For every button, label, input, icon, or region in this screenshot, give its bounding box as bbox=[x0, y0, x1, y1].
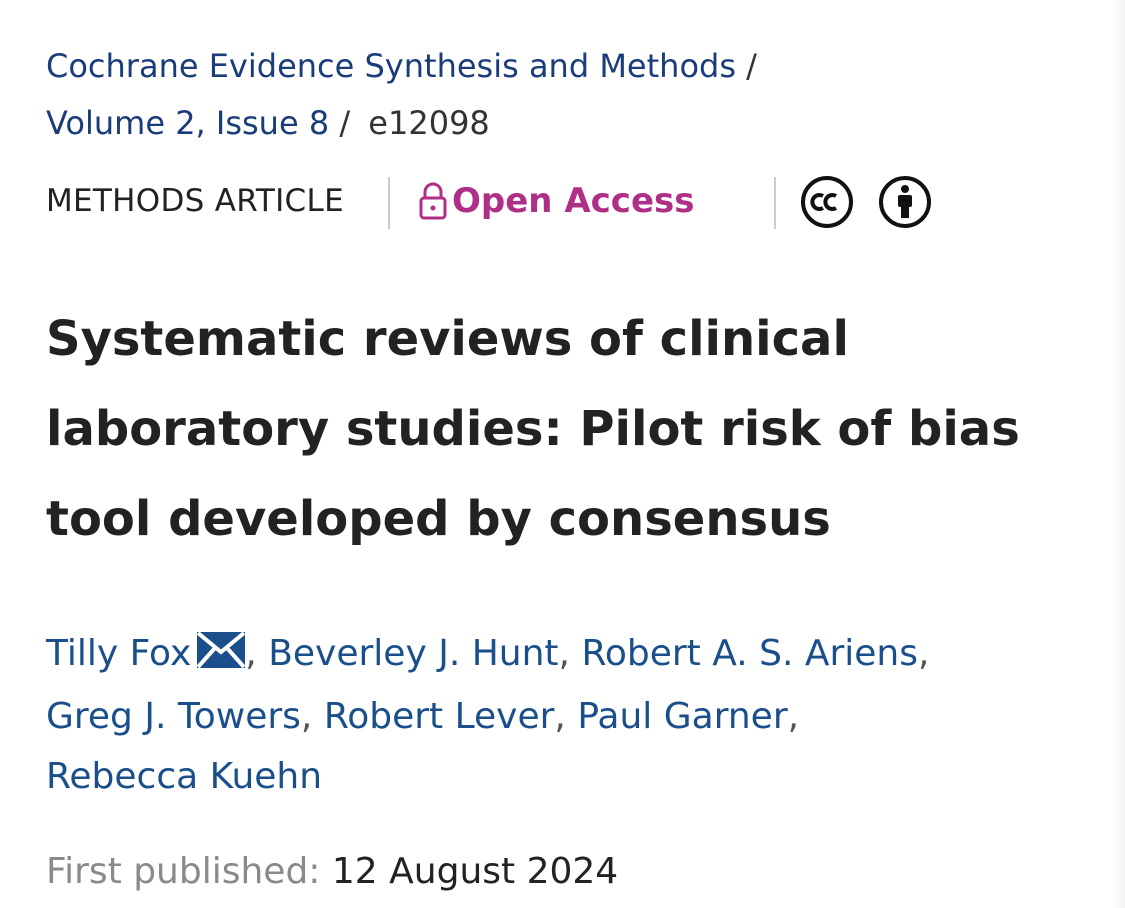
author-link[interactable]: Rebecca Kuehn bbox=[46, 756, 323, 797]
open-access-badge: Open Access bbox=[418, 181, 695, 221]
article-meta-row: METHODS ARTICLE Open Access bbox=[46, 175, 1046, 231]
author-list: Tilly Fox, Beverley J. Hunt, Robert A. S… bbox=[46, 624, 1046, 807]
author-link[interactable]: Paul Garner bbox=[577, 696, 788, 737]
volume-issue-link[interactable]: Volume 2, Issue 8 bbox=[46, 104, 330, 142]
breadcrumb-separator: / bbox=[746, 47, 757, 85]
published-label: First published: bbox=[46, 851, 321, 892]
cc-icon[interactable] bbox=[800, 175, 854, 229]
open-access-label: Open Access bbox=[452, 181, 695, 221]
license-icons[interactable] bbox=[800, 175, 932, 229]
author-link[interactable]: Greg J. Towers bbox=[46, 696, 301, 737]
breadcrumb: Cochrane Evidence Synthesis and Methods … bbox=[46, 38, 1046, 152]
lock-open-icon bbox=[419, 182, 447, 220]
attribution-icon[interactable] bbox=[878, 175, 932, 229]
author-link[interactable]: Beverley J. Hunt bbox=[268, 633, 559, 674]
email-icon[interactable] bbox=[196, 627, 246, 687]
scroll-edge bbox=[1113, 0, 1125, 908]
article-title: Systematic reviews of clinical laborator… bbox=[46, 311, 1020, 547]
published-date: 12 August 2024 bbox=[331, 851, 619, 892]
article-type: METHODS ARTICLE bbox=[46, 183, 344, 219]
first-published: First published: 12 August 2024 bbox=[46, 844, 618, 900]
divider bbox=[388, 177, 390, 229]
journal-link[interactable]: Cochrane Evidence Synthesis and Methods bbox=[46, 47, 736, 85]
divider bbox=[774, 177, 776, 229]
article-id: e12098 bbox=[368, 104, 490, 142]
author-link[interactable]: Robert Lever bbox=[323, 696, 555, 737]
author-link[interactable]: Tilly Fox bbox=[46, 633, 192, 674]
author-link[interactable]: Robert A. S. Ariens bbox=[581, 633, 918, 674]
breadcrumb-separator: / bbox=[339, 104, 351, 142]
